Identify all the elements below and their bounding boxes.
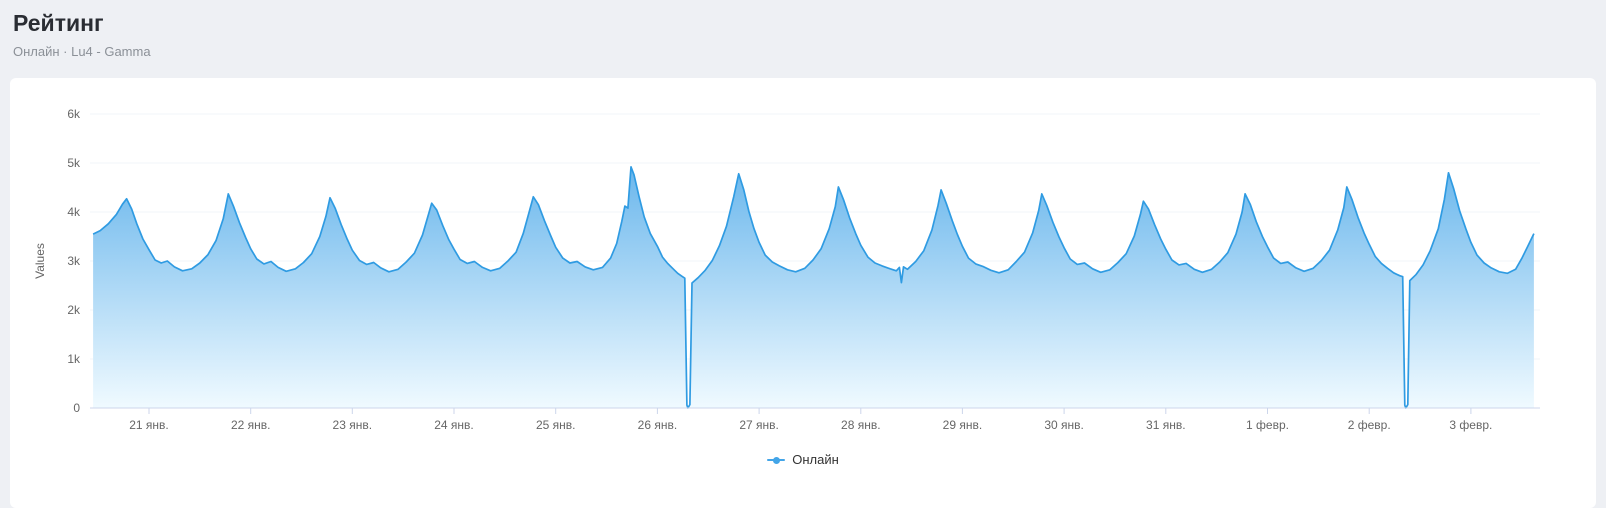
svg-text:24 янв.: 24 янв. xyxy=(434,418,474,432)
chart-plot-area[interactable]: 0 1k 2k 3k 4k 5k 6k 21 янв. 22 янв. 23 янв. 24 янв… xyxy=(33,107,1540,432)
chart-legend: Онлайн xyxy=(10,452,1596,467)
chart-card: 0 1k 2k 3k 4k 5k 6k 21 янв. 22 янв. 23 янв. 24 янв… xyxy=(10,78,1596,508)
online-area-chart[interactable]: 0 1k 2k 3k 4k 5k 6k 21 янв. 22 янв. 23 янв. 24 янв… xyxy=(10,78,1596,444)
svg-text:21 янв.: 21 янв. xyxy=(129,418,169,432)
svg-text:2 февр.: 2 февр. xyxy=(1348,418,1391,432)
svg-text:6k: 6k xyxy=(67,107,81,121)
series-marker-icon xyxy=(767,455,786,465)
svg-text:3k: 3k xyxy=(67,254,81,268)
svg-text:1k: 1k xyxy=(67,352,81,366)
svg-text:23 янв.: 23 янв. xyxy=(333,418,373,432)
legend-item-online[interactable]: Онлайн xyxy=(767,452,839,467)
svg-text:3 февр.: 3 февр. xyxy=(1449,418,1492,432)
legend-label: Онлайн xyxy=(792,452,839,467)
page-header: Рейтинг Онлайн · Lu4 - Gamma xyxy=(0,0,1606,59)
svg-text:22 янв.: 22 янв. xyxy=(231,418,271,432)
svg-text:26 янв.: 26 янв. xyxy=(638,418,678,432)
svg-text:1 февр.: 1 февр. xyxy=(1246,418,1289,432)
svg-text:5k: 5k xyxy=(67,156,81,170)
svg-text:4k: 4k xyxy=(67,205,81,219)
svg-text:29 янв.: 29 янв. xyxy=(943,418,983,432)
svg-text:28 янв.: 28 янв. xyxy=(841,418,881,432)
svg-text:25 янв.: 25 янв. xyxy=(536,418,576,432)
svg-text:2k: 2k xyxy=(67,303,81,317)
svg-text:0: 0 xyxy=(73,401,80,415)
svg-text:Values: Values xyxy=(33,243,47,279)
page-subtitle: Онлайн · Lu4 - Gamma xyxy=(13,44,151,59)
svg-text:27 янв.: 27 янв. xyxy=(739,418,779,432)
svg-text:30 янв.: 30 янв. xyxy=(1044,418,1084,432)
svg-text:31 янв.: 31 янв. xyxy=(1146,418,1186,432)
page-title: Рейтинг xyxy=(13,10,104,36)
